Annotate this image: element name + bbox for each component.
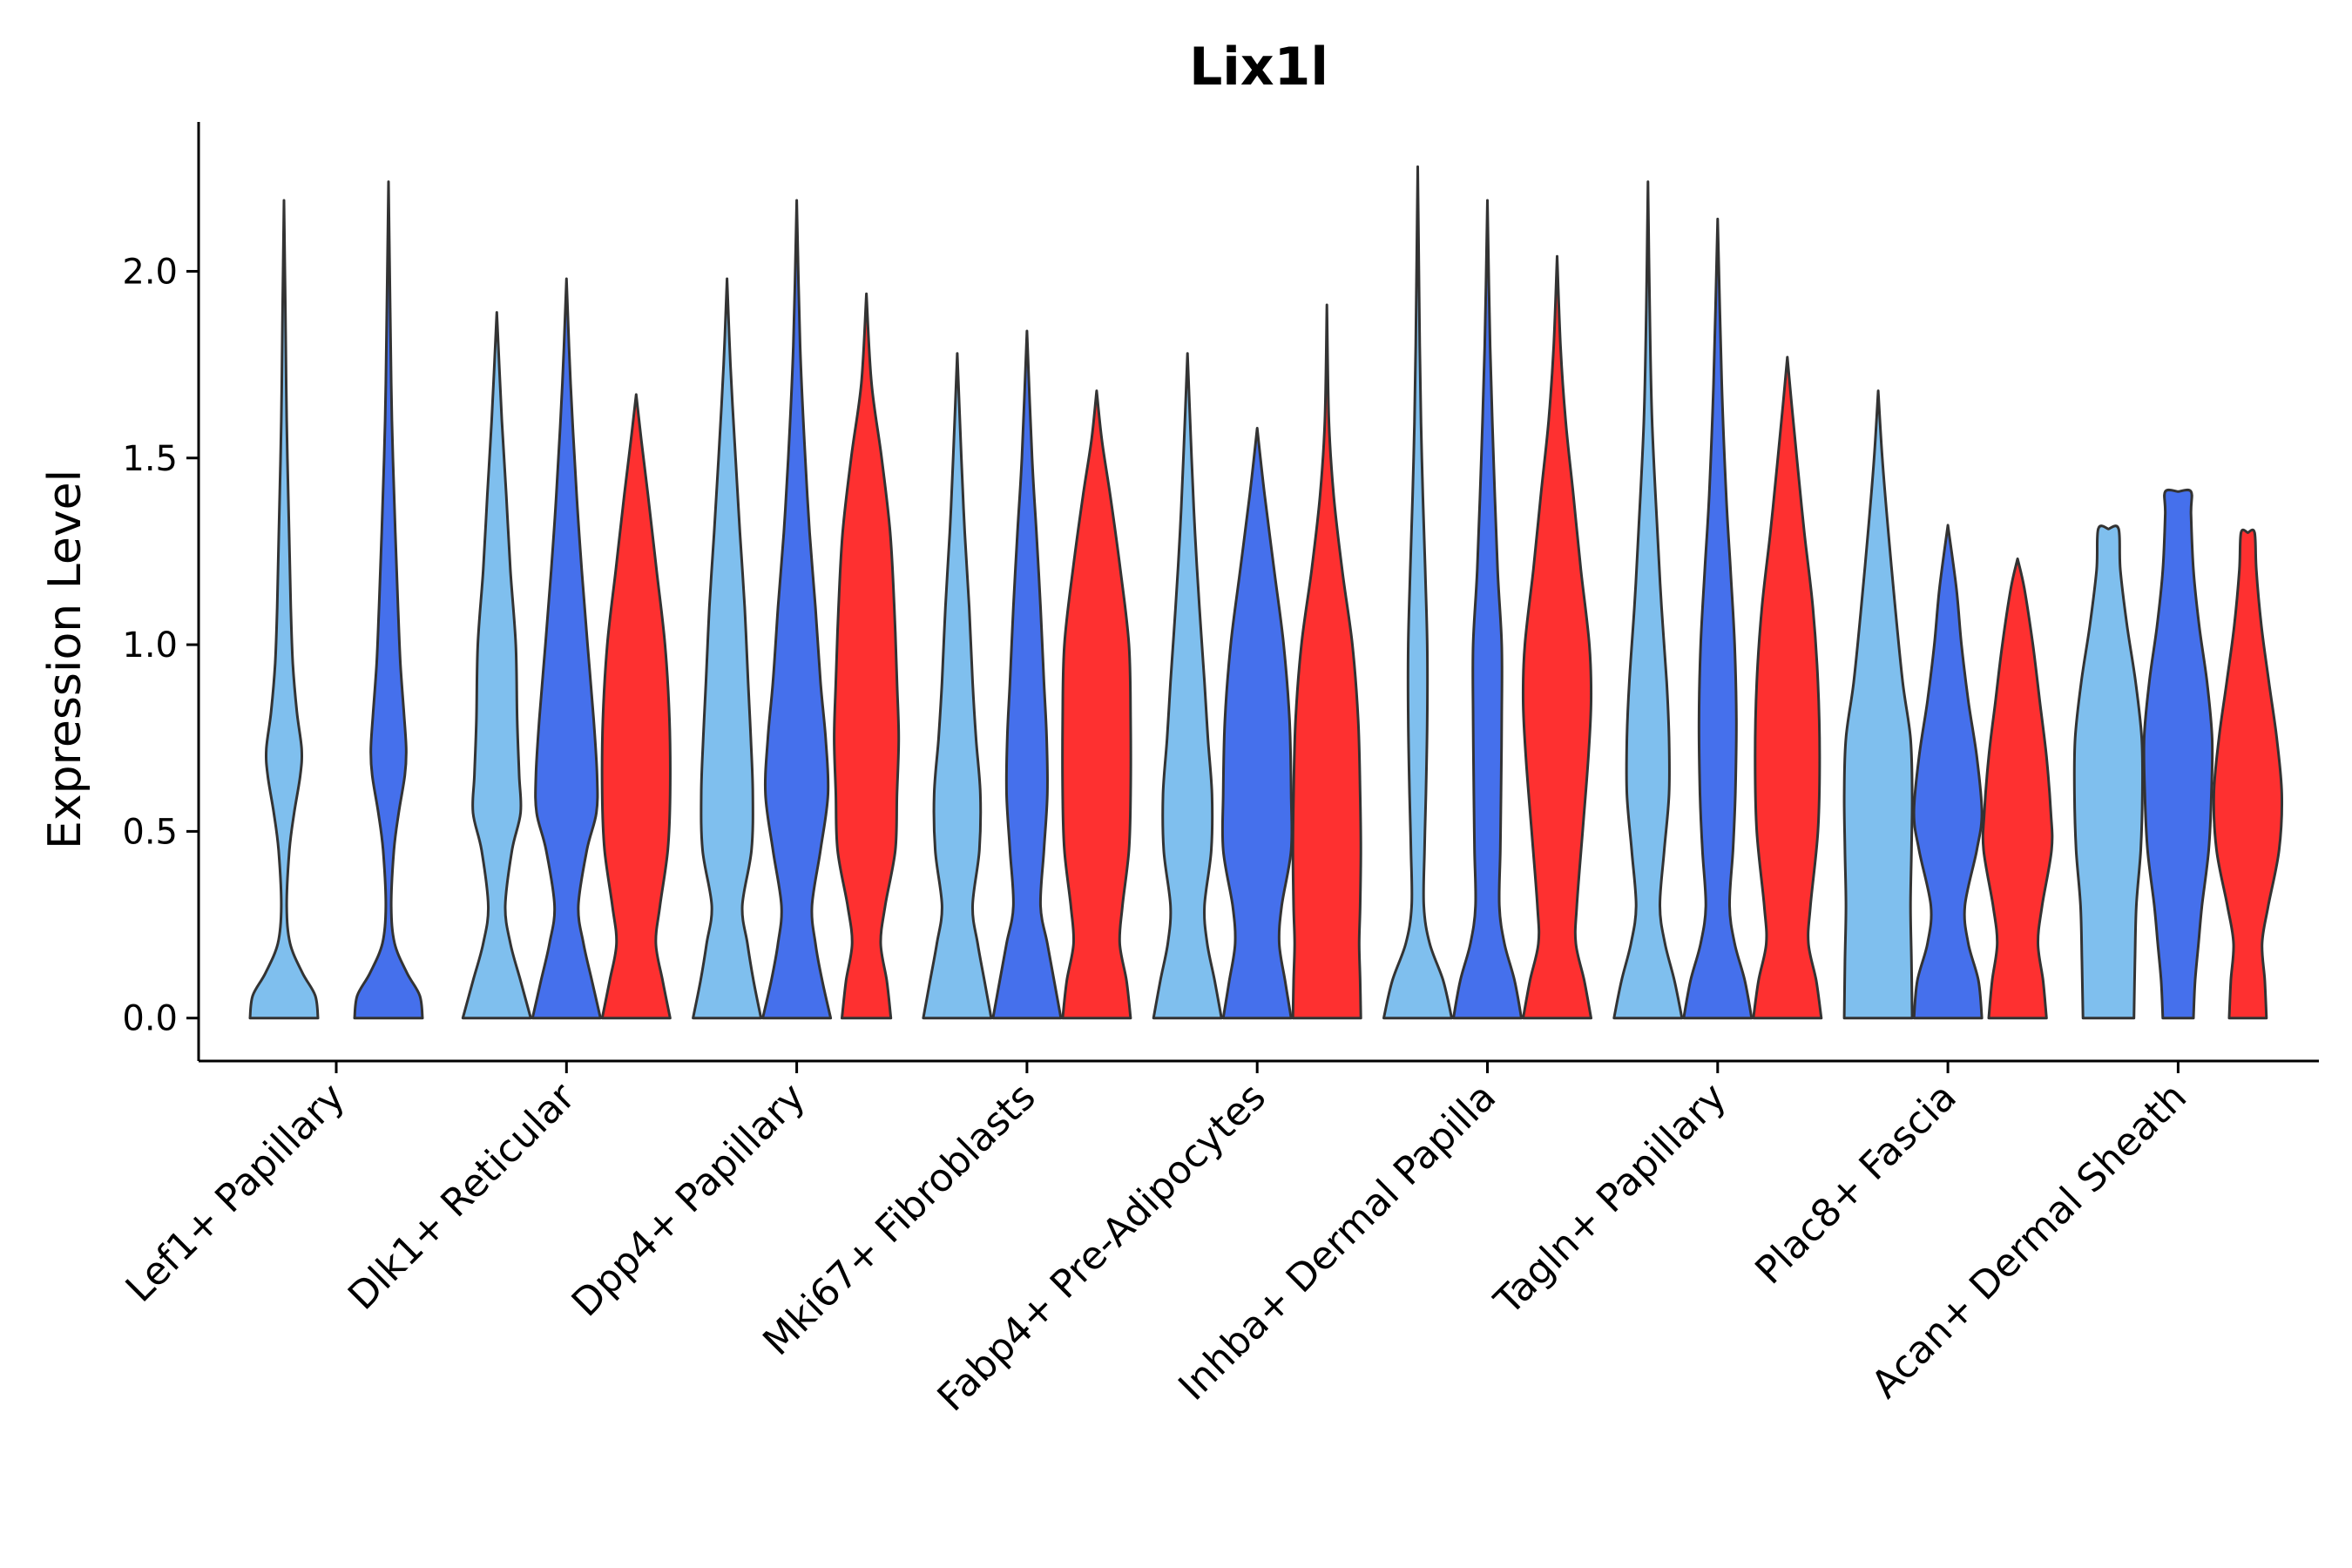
- violin-3-group_c: [833, 292, 901, 1020]
- chart-title: Lix1l: [1189, 37, 1328, 98]
- x-tick-label: Lef1+ Papillary: [118, 1075, 354, 1311]
- violin-9-group_b: [2142, 488, 2214, 1020]
- violin-5-group_b: [1220, 427, 1294, 1020]
- x-tick-label: Plac8+ Fascia: [1747, 1075, 1965, 1294]
- y-axis-label: Expression Level: [39, 470, 91, 849]
- violin-8-group_b: [1912, 524, 1984, 1020]
- violin-5-group_c: [1291, 303, 1362, 1020]
- violin-group: [248, 165, 2284, 1020]
- violin-8-group_a: [1842, 389, 1914, 1020]
- violin-4-group_c: [1061, 389, 1132, 1020]
- x-tick-label: Dlk1+ Reticular: [340, 1074, 585, 1319]
- violin-9-group_c: [2212, 528, 2284, 1020]
- violin-4-group_b: [991, 329, 1063, 1020]
- violin-1-group_a: [248, 199, 320, 1020]
- violin-5-group_a: [1152, 352, 1223, 1020]
- violin-6-group_a: [1382, 165, 1453, 1020]
- violin-7-group_b: [1682, 217, 1754, 1020]
- violin-6-group_b: [1452, 199, 1523, 1020]
- violin-1-group_b: [353, 180, 424, 1020]
- violin-3-group_a: [692, 277, 763, 1020]
- violin-4-group_a: [922, 352, 993, 1020]
- violin-8-group_c: [1981, 558, 2054, 1020]
- violin-9-group_a: [2072, 524, 2145, 1020]
- y-tick-label: 0.0: [122, 999, 178, 1039]
- y-tick-label: 0.5: [122, 812, 178, 852]
- x-tick-label: Dpp4+ Papillary: [564, 1075, 814, 1326]
- violin-2-group_b: [531, 277, 602, 1020]
- y-tick-label: 1.0: [122, 625, 178, 666]
- violin-3-group_b: [761, 199, 833, 1020]
- violin-6-group_c: [1521, 254, 1593, 1020]
- y-axis: 0.0 0.5 1.0 1.5 2.0: [122, 122, 200, 1061]
- violin-7-group_a: [1612, 180, 1684, 1020]
- violin-2-group_c: [600, 393, 672, 1020]
- y-tick-label: 1.5: [122, 439, 178, 479]
- y-tick-label: 2.0: [122, 252, 178, 292]
- violin-7-group_c: [1752, 355, 1823, 1020]
- x-tick-label: Tagln+ Papillary: [1485, 1075, 1734, 1324]
- violin-2-group_a: [461, 311, 532, 1020]
